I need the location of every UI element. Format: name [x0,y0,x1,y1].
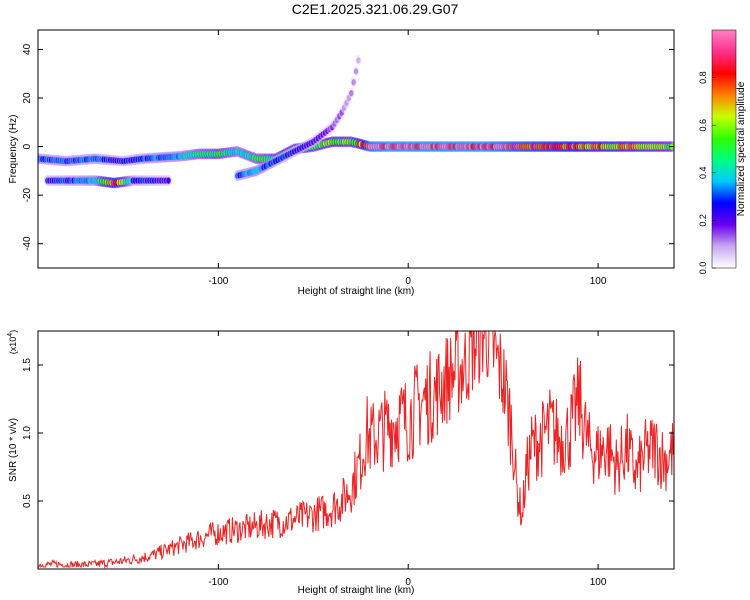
spectrogram-cell [353,68,359,75]
lower-track [44,175,172,189]
spectrogram-x-tick-label: -100 [208,276,228,287]
snr-y-ticks: 0.5 1.0 1.5 [22,358,674,508]
snr-x-label: Height of straight line (km) [298,585,415,596]
spectrogram-marks [38,54,674,189]
spectrogram-y-tick-label: 0 [22,143,33,149]
colorbar: 0.0 0.2 0.4 0.6 0.8 Normalized spectral ampl… [698,29,747,274]
snr-y-tick-label: 1.5 [22,358,33,372]
snr-y-multiplier: (x104) [7,330,18,354]
snr-y-label: SNR (10 * v/v) [8,418,19,482]
spectrogram-x-label: Height of straight line (km) [298,286,415,297]
snr-y-multiplier-exp: 4 [7,333,14,337]
spectrogram-cell [351,79,356,86]
snr-x-ticks: -100 0 100 [208,331,607,588]
spectrogram-y-tick-label: 20 [22,92,33,104]
spectrogram-y-tick-label: 40 [22,43,33,55]
snr-panel: -100 0 100 0.5 1.0 1.5 Height of straight li… [7,330,675,596]
spectrogram-y-ticks: -40 -20 0 20 40 [22,43,674,251]
spectrogram-y-label: Frequency (Hz) [8,115,19,184]
snr-x-tick-label: 100 [590,577,607,588]
rising-track [234,54,362,182]
colorbar-tick-label: 0.2 [698,214,708,227]
colorbar-tick-label: 0.6 [698,119,708,132]
snr-y-tick-label: 0.5 [22,494,33,508]
snr-y-tick-label: 1.0 [22,426,33,440]
colorbar-tick-label: 0.4 [698,167,708,180]
colorbar-label: Normalized spectral amplitude [736,81,747,216]
colorbar-tick-label: 0.0 [698,262,708,275]
spectrogram-cell [166,177,171,184]
colorbar-gradient [712,30,736,268]
spectrogram-cell [356,57,361,64]
colorbar-ticks: 0.0 0.2 0.4 0.6 0.8 [698,71,716,274]
spectrogram-x-ticks: -100 0 100 [208,30,607,287]
spectrogram-frame [37,29,675,269]
snr-y-multiplier-close: ) [8,330,18,333]
snr-x-tick-label: -100 [208,577,228,588]
snr-series-line [38,331,674,569]
colorbar-tick-label: 0.8 [698,71,708,84]
spectrogram-x-tick-label: 100 [590,276,607,287]
snr-frame [37,330,675,570]
snr-x-tick-label: 0 [405,577,411,588]
spectrogram-y-tick-label: -40 [22,236,33,251]
spectrogram-y-tick-label: -20 [22,187,33,202]
chart-title: C2E1.2025.321.06.29.G07 [292,1,459,17]
spectrogram-x-tick-label: 0 [405,276,411,287]
colorbar-frame [711,29,737,269]
spectrogram-panel: -100 0 100 -40 -20 0 20 40 Height of straight … [8,29,675,297]
snr-y-multiplier-base: (x10 [8,337,18,355]
spectrogram-cell [349,89,354,97]
